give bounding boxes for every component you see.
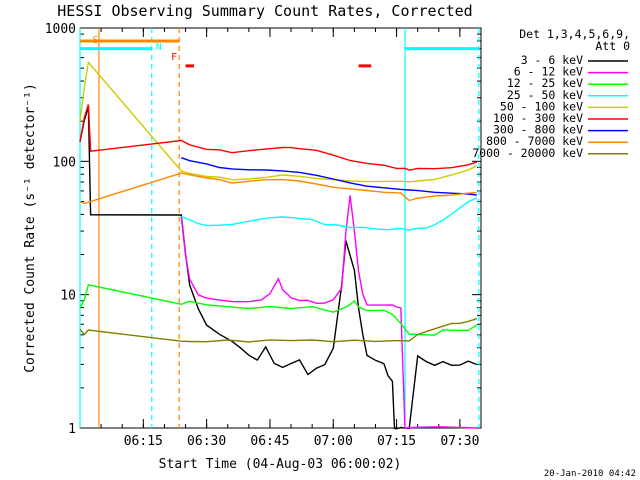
legend-label: 50 - 100 keV (500, 99, 583, 113)
legend-label: 100 - 300 keV (493, 111, 583, 125)
legend-label: 300 - 800 keV (493, 123, 583, 137)
state-annotation-f: F (171, 52, 177, 63)
state-annotation-n: N (156, 42, 162, 53)
series-line (79, 172, 477, 205)
x-tick-label: 06:30 (187, 434, 226, 449)
y-tick-label: 100 (53, 155, 76, 170)
x-tick-label: 07:30 (440, 434, 479, 449)
legend-label: 7000 - 20000 keV (472, 146, 583, 160)
legend-label: 6 - 12 keV (514, 65, 583, 79)
y-tick-label: 1 (68, 422, 76, 437)
chart-title: HESSI Observing Summary Count Rates, Cor… (57, 2, 472, 20)
y-axis-label: Corrected Count Rate (s⁻¹ detector⁻¹) (23, 83, 38, 373)
series-line (79, 317, 478, 343)
y-tick-label: 10 (60, 289, 76, 304)
legend-label: 800 - 7000 keV (486, 134, 583, 148)
x-tick-label: 06:15 (124, 434, 163, 449)
y-tick-label: 1000 (45, 22, 76, 37)
x-tick-label: 07:00 (314, 434, 353, 449)
series-line (79, 283, 478, 336)
series-line (79, 104, 478, 171)
x-axis-label: Start Time (04-Aug-03 06:00:02) (159, 457, 402, 472)
legend-header-line2: Att 0 (595, 39, 630, 53)
series-line (181, 197, 478, 231)
plot-area: 1 10 100 1000 06:15 06:30 06:45 07:00 07:15 07:30… (45, 22, 482, 449)
legend-header-line1: Det 1,3,4,5,6,9, (519, 27, 630, 41)
series-line (181, 157, 477, 196)
legend-label: 12 - 25 keV (507, 76, 583, 90)
state-annotation-s: S (92, 35, 98, 46)
series-line (79, 106, 478, 430)
series-line (180, 195, 477, 429)
legend-label: 3 - 6 keV (521, 53, 583, 67)
footer-timestamp: 20-Jan-2010 04:42 (544, 469, 636, 479)
x-tick-label: 07:15 (377, 434, 416, 449)
x-tick-label: 06:45 (250, 434, 289, 449)
series-line (79, 60, 478, 183)
legend-label: 25 - 50 keV (507, 88, 583, 102)
